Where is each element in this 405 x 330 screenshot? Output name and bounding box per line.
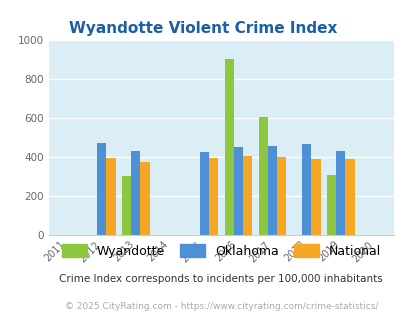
Bar <box>258 116 267 235</box>
Bar <box>140 162 149 235</box>
Legend: Wyandotte, Oklahoma, National: Wyandotte, Oklahoma, National <box>62 245 380 258</box>
Bar <box>277 156 286 235</box>
Bar <box>97 143 106 235</box>
Bar <box>267 146 277 235</box>
Bar <box>335 151 345 235</box>
Bar <box>242 156 252 235</box>
Text: Crime Index corresponds to incidents per 100,000 inhabitants: Crime Index corresponds to incidents per… <box>59 274 382 284</box>
Bar <box>106 157 115 235</box>
Bar <box>199 152 208 235</box>
Text: © 2025 CityRating.com - https://www.cityrating.com/crime-statistics/: © 2025 CityRating.com - https://www.city… <box>64 302 377 311</box>
Bar <box>301 144 311 235</box>
Bar <box>208 157 217 235</box>
Bar <box>233 147 242 235</box>
Bar <box>326 175 335 235</box>
Bar <box>122 176 131 235</box>
Bar <box>311 158 320 235</box>
Bar <box>345 159 354 235</box>
Bar <box>131 151 140 235</box>
Text: Wyandotte Violent Crime Index: Wyandotte Violent Crime Index <box>68 20 337 36</box>
Bar <box>224 59 233 235</box>
